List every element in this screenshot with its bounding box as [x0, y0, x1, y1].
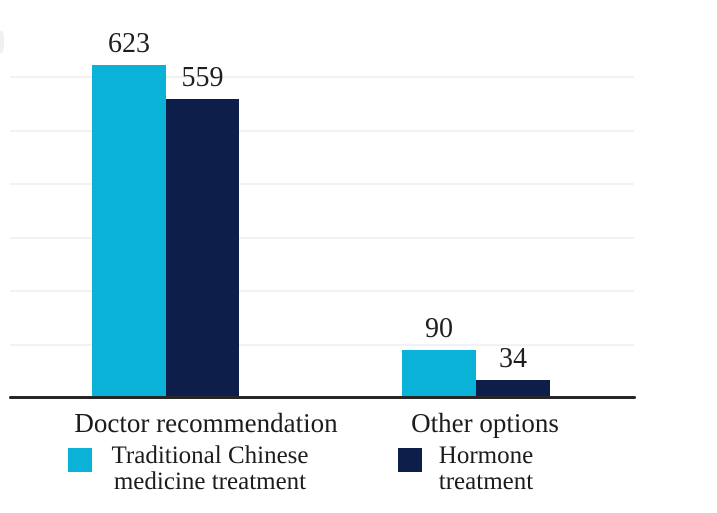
value-label-559: 559 [181, 62, 224, 93]
value-label-623: 623 [108, 28, 150, 59]
value-label-90: 90 [425, 313, 453, 344]
gridline-600 [10, 76, 634, 78]
left-edge-crop-artifact [0, 31, 4, 53]
category-label-other-options: Other options [411, 408, 559, 438]
gridline-100 [10, 343, 634, 346]
legend-label-line2: medicine treatment [113, 468, 307, 495]
bar-hormone-treatment-other-options [476, 380, 550, 398]
gridline-200 [10, 290, 634, 292]
legend-label-line2: treatment [438, 468, 534, 495]
x-axis-line [9, 396, 636, 399]
category-label-doctor-recommendation: Doctor recommendation [74, 408, 338, 438]
value-label-34: 34 [499, 343, 527, 374]
gridline-300 [10, 236, 634, 239]
bar-hormone-treatment-doctor-recommendation [166, 99, 239, 398]
legend-label-traditional-chinese-medicine: Traditional Chinese medicine treatment [112, 443, 309, 495]
legend-swatch-traditional-chinese-medicine [68, 448, 92, 472]
gridline-500 [10, 129, 634, 132]
legend-label-line1: Hormone [438, 442, 534, 469]
legend-swatch-hormone-treatment [398, 448, 422, 472]
legend-label-hormone-treatment: Hormone treatment [439, 443, 533, 495]
bar-traditional-chinese-medicine-treatment-other-options [402, 350, 476, 398]
bar-traditional-chinese-medicine-treatment-doctor-recommendation [92, 65, 166, 398]
legend-label-line1: Traditional Chinese [111, 442, 309, 469]
gridline-400 [10, 183, 634, 185]
